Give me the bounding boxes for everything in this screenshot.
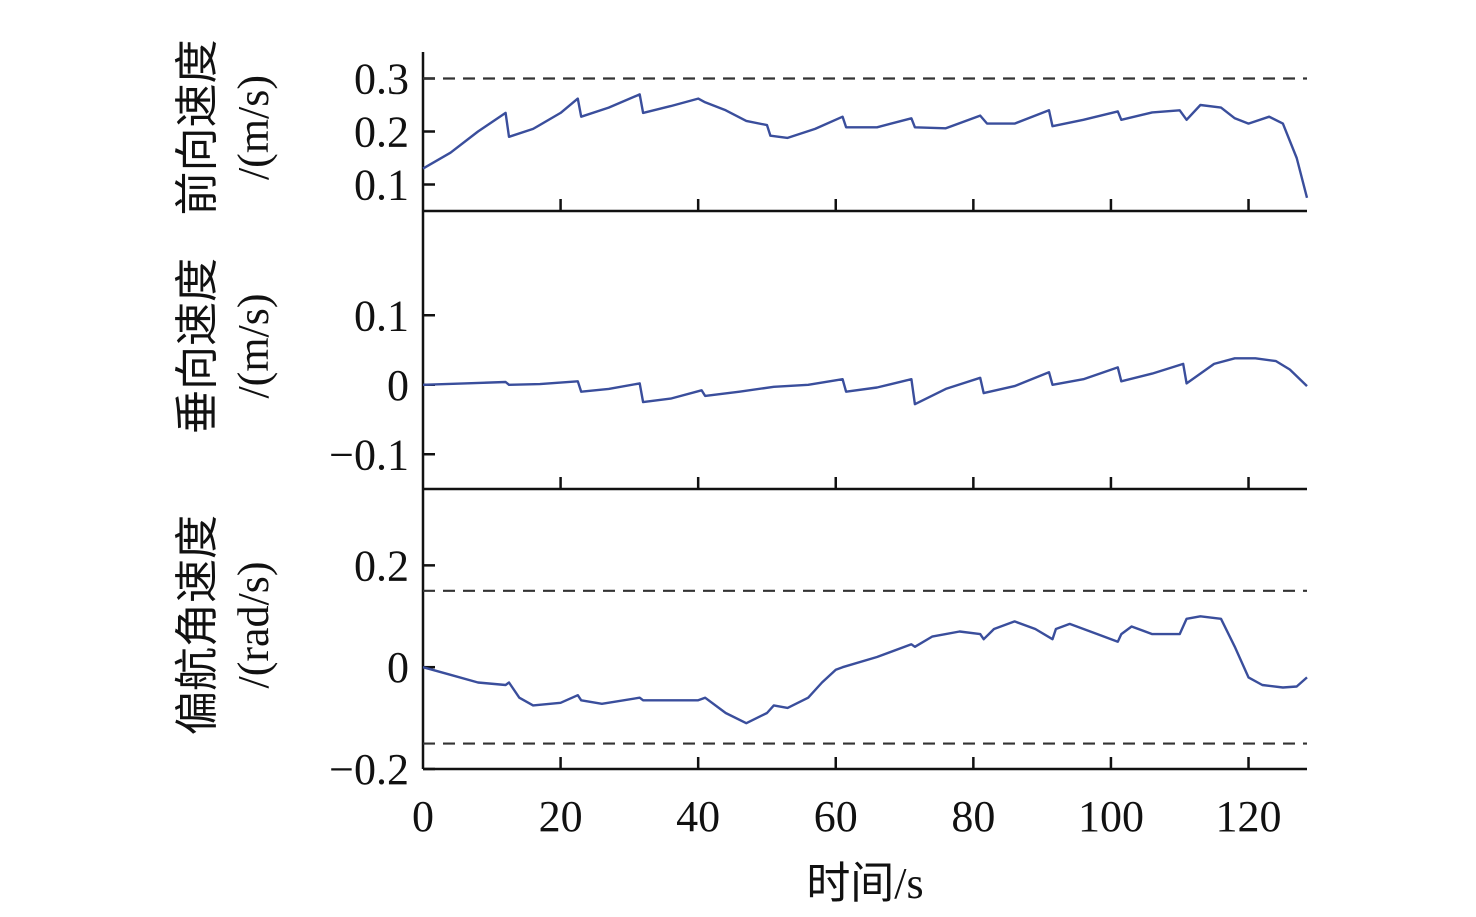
series-line <box>422 93 1309 199</box>
y-axis-unit: /(rad/s) <box>229 561 278 688</box>
panel-1: 0.10.20.3 前向速度/(m/s) <box>173 40 1309 216</box>
y-tick-label: −0.2 <box>329 745 409 794</box>
x-tick-label: 100 <box>1078 792 1144 841</box>
x-tick-label: 20 <box>539 792 583 841</box>
panel-3: −0.2 0 0.2 偏航角速度/(rad/s) <box>173 489 1308 794</box>
y-tick-label: 0.2 <box>354 541 409 590</box>
y-axis-title: 偏航角速度 <box>173 515 222 735</box>
x-tick-label: 120 <box>1216 792 1282 841</box>
x-axis-title: 时间/s <box>806 859 923 908</box>
y-tick-label: 0.2 <box>354 108 409 157</box>
y-axis-unit: /(m/s) <box>229 75 278 180</box>
panel-2: −0.1 0 0.1 垂向速度/(m/s) <box>173 211 1308 491</box>
y-tick-label: 0 <box>387 643 409 692</box>
y-axis-unit: /(m/s) <box>229 293 278 398</box>
y-tick-label: 0.1 <box>354 291 409 340</box>
series-line <box>422 615 1308 725</box>
y-tick-label: 0.3 <box>354 55 409 104</box>
y-tick-label: −0.1 <box>329 430 409 479</box>
y-axis-title: 垂向速度 <box>173 258 222 434</box>
y-axis-title: 前向速度 <box>173 40 222 216</box>
y-tick-label: 0 <box>387 361 409 410</box>
series-line <box>422 357 1308 406</box>
x-tick-label: 40 <box>676 792 720 841</box>
x-tick-label: 60 <box>814 792 858 841</box>
y-tick-label: 0.1 <box>354 161 409 210</box>
x-tick-label: 0 <box>412 792 434 841</box>
x-tick-label: 80 <box>951 792 995 841</box>
